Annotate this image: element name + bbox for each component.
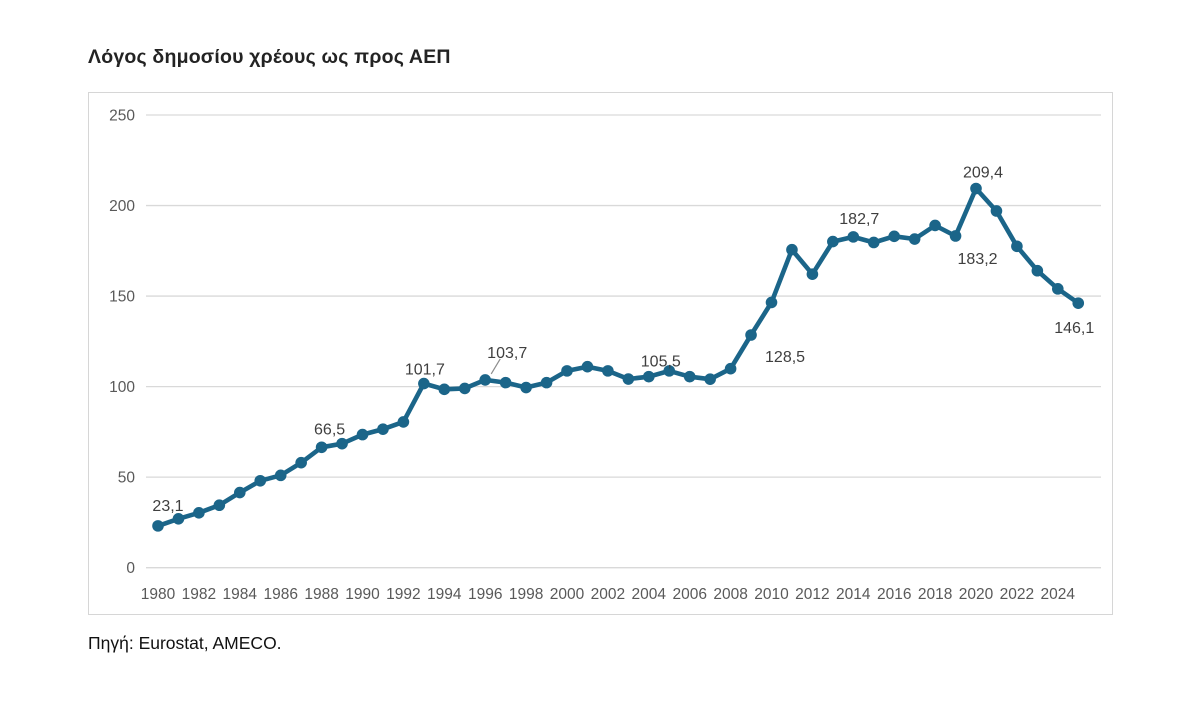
data-point-1987 <box>295 456 307 469</box>
data-point-2005 <box>663 365 676 377</box>
data-point-2021 <box>990 205 1003 217</box>
data-label-2020: 209,4 <box>963 165 1003 182</box>
y-axis-tick-250: 250 <box>109 108 135 125</box>
x-axis-tick-1982: 1982 <box>182 586 216 603</box>
data-point-2015 <box>867 236 880 249</box>
data-point-1983 <box>213 499 226 512</box>
data-point-2008 <box>724 362 737 375</box>
y-axis-tick-200: 200 <box>109 198 135 215</box>
line-chart: 0 50 100 150 200 250 1980 1982 1984 1986 1988 1990 1… <box>109 108 1101 603</box>
x-axis-tick-2012: 2012 <box>795 586 829 603</box>
source-note: Πηγή: Eurostat, AMECO. <box>88 633 282 653</box>
x-axis-tick-2024: 2024 <box>1041 586 1076 603</box>
x-axis-tick-2018: 2018 <box>918 586 952 603</box>
x-axis-tick-2000: 2000 <box>550 586 585 603</box>
data-label-1993: 101,7 <box>405 362 445 379</box>
data-point-1992 <box>397 416 410 428</box>
data-point-1993 <box>418 377 430 390</box>
data-point-2020 <box>970 182 982 195</box>
x-axis-tick-1986: 1986 <box>263 586 297 603</box>
data-point-1996 <box>479 374 492 386</box>
x-axis-tick-1984: 1984 <box>223 586 258 603</box>
y-axis-tick-100: 100 <box>109 379 135 396</box>
data-point-1985 <box>254 474 267 487</box>
x-axis-tick-2014: 2014 <box>836 586 871 603</box>
data-point-2017 <box>908 233 921 245</box>
data-label-1980: 23,1 <box>152 498 183 515</box>
data-point-1986 <box>274 469 287 482</box>
data-point-1991 <box>377 423 389 435</box>
x-axis-tick-2004: 2004 <box>632 586 667 603</box>
x-axis-tick-2006: 2006 <box>672 586 706 603</box>
data-point-1997 <box>499 376 512 389</box>
data-point-2003 <box>622 373 635 385</box>
data-point-1995 <box>458 382 471 395</box>
y-axis-tick-150: 150 <box>109 289 135 306</box>
data-point-2004 <box>643 370 655 383</box>
x-axis-tick-2010: 2010 <box>754 586 789 603</box>
x-axis-tick-2002: 2002 <box>591 586 625 603</box>
data-point-2014 <box>847 231 860 243</box>
data-point-2013 <box>827 235 839 248</box>
data-point-2025 <box>1072 297 1085 309</box>
data-point-2016 <box>888 230 900 243</box>
x-axis-tick-1988: 1988 <box>304 586 338 603</box>
y-axis-tick-50: 50 <box>118 470 136 487</box>
data-point-2007 <box>704 373 716 385</box>
data-point-2010 <box>765 296 778 309</box>
x-axis-tick-1990: 1990 <box>345 586 380 603</box>
data-point-1994 <box>438 383 451 396</box>
data-label-2019: 183,2 <box>958 251 998 268</box>
data-point-2009 <box>745 329 757 341</box>
data-point-1980 <box>152 520 164 532</box>
chart-frame: 0 50 100 150 200 250 1980 1982 1984 1986 1988 1990 1… <box>88 92 1113 615</box>
data-point-1984 <box>234 486 246 499</box>
data-point-2019 <box>949 230 962 242</box>
data-point-2000 <box>561 365 573 377</box>
data-point-1999 <box>540 376 553 389</box>
data-point-1990 <box>356 428 369 441</box>
data-point-2011 <box>786 243 798 256</box>
x-axis-tick-2020: 2020 <box>959 586 994 603</box>
data-point-2012 <box>806 268 819 280</box>
data-point-2001 <box>581 360 594 373</box>
data-point-2022 <box>1011 240 1023 253</box>
debt-ratio-line <box>155 186 1081 529</box>
x-axis-tick-1992: 1992 <box>386 586 420 603</box>
data-label-1996: 103,7 <box>487 345 527 362</box>
x-axis-tick-2022: 2022 <box>1000 586 1034 603</box>
chart-title: Λόγος δημοσίου χρέους ως προς ΑΕΠ <box>88 46 451 68</box>
data-point-1989 <box>336 437 348 450</box>
data-point-2024 <box>1052 283 1064 295</box>
x-axis-tick-1998: 1998 <box>509 586 543 603</box>
data-point-2006 <box>683 370 696 383</box>
data-point-1981 <box>172 513 185 525</box>
data-point-1988 <box>315 441 328 454</box>
data-point-2018 <box>929 219 941 232</box>
data-point-2002 <box>602 365 614 377</box>
x-axis-tick-1980: 1980 <box>141 586 176 603</box>
data-point-2023 <box>1031 264 1044 277</box>
data-label-2004: 105,5 <box>641 354 681 371</box>
data-point-1982 <box>193 507 205 519</box>
data-label-leader-1996 <box>490 358 501 375</box>
x-axis-tick-2008: 2008 <box>713 586 747 603</box>
x-axis-tick-2016: 2016 <box>877 586 911 603</box>
x-axis-tick-1994: 1994 <box>427 586 462 603</box>
x-axis-tick-1996: 1996 <box>468 586 502 603</box>
data-label-2025: 146,1 <box>1054 320 1094 337</box>
data-label-1988: 66,5 <box>314 421 345 438</box>
data-label-2014: 182,7 <box>839 211 879 228</box>
data-point-1998 <box>520 381 532 394</box>
data-label-2009: 128,5 <box>765 349 805 366</box>
y-axis-tick-0: 0 <box>126 560 135 577</box>
